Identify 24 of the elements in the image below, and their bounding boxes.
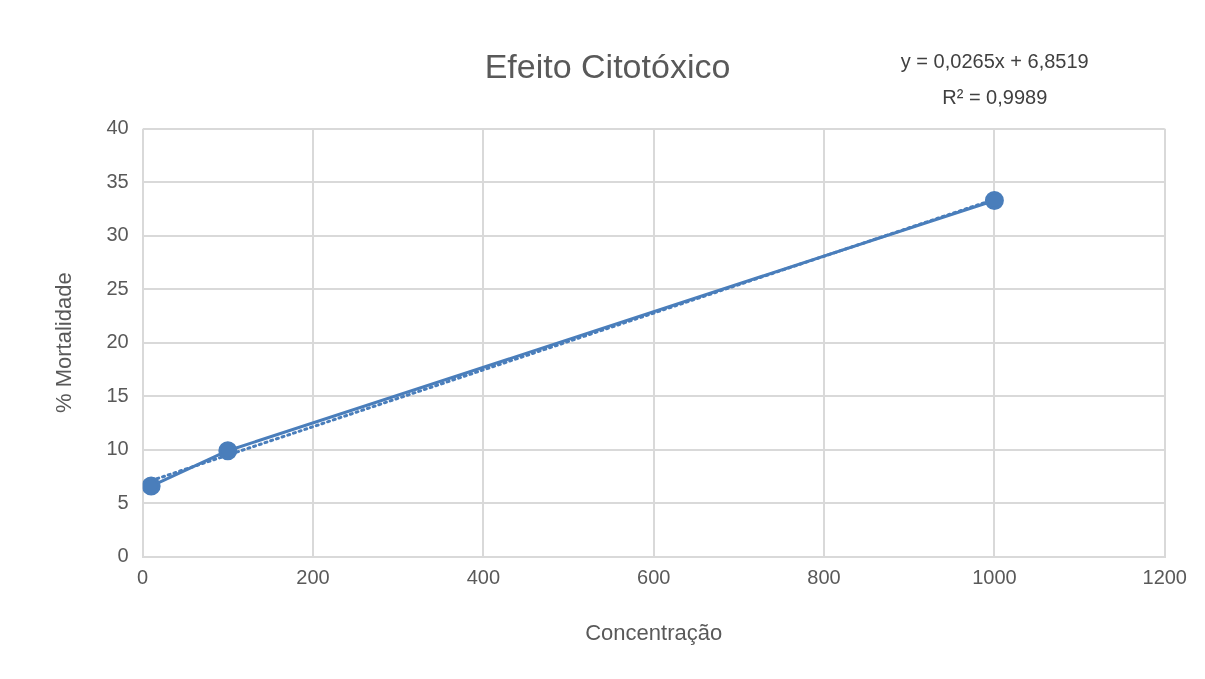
x-tick-label: 0 [137, 566, 149, 589]
text: R² = 0,9989 [942, 85, 1048, 108]
y-tick-label: 5 [117, 490, 129, 513]
x-tick-label: 400 [466, 566, 501, 589]
y-tick-label: 35 [106, 169, 129, 192]
y-tick-label: 20 [106, 330, 129, 353]
x-tick-label: 1200 [1142, 566, 1187, 589]
point [984, 190, 1004, 210]
x-axis-title: Concentração [585, 619, 723, 645]
text: y = 0,0265x + 6,8519 [900, 49, 1089, 72]
y-tick-label: 40 [106, 116, 129, 139]
y-tick-label: 15 [106, 383, 129, 406]
y-tick-label: 10 [106, 437, 129, 460]
x-tick-label: 1000 [972, 566, 1017, 589]
x-tick-label: 200 [296, 566, 330, 589]
y-tick-label: 0 [117, 544, 129, 567]
y-tick-label: 25 [106, 276, 129, 299]
chart-title: Efeito Citotóxico [484, 46, 731, 85]
x-tick-label: 600 [637, 566, 671, 589]
y-tick-label: 30 [106, 223, 129, 246]
x-tick-label: 800 [807, 566, 841, 589]
y-axis-title: % Mortalidade [51, 272, 77, 414]
point [142, 476, 161, 496]
point [218, 441, 238, 461]
